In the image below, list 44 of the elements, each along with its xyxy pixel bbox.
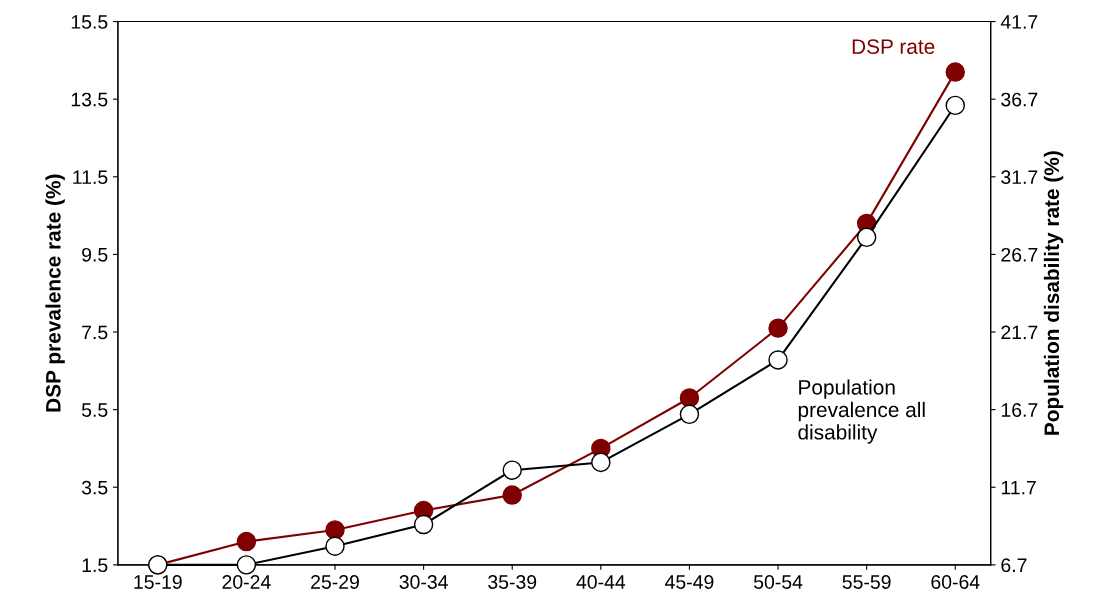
x-tick-label: 55-59	[842, 575, 891, 589]
x-tick-label: 45-49	[665, 575, 714, 589]
x-tick-label: 30-34	[399, 575, 448, 589]
y-tick-label: 3.5	[81, 480, 108, 495]
y-tick-label: 15.5	[71, 15, 108, 29]
point	[236, 555, 257, 575]
point	[502, 460, 522, 480]
point	[325, 520, 345, 540]
y-tick-label: 7.5	[82, 325, 108, 340]
x-tick-label: 60-64	[931, 575, 980, 589]
x-tick-label: 25-29	[311, 575, 359, 589]
x-tick-label: 40-44	[576, 575, 626, 589]
x-tick-label: 20-24	[222, 575, 271, 589]
y-tick-label: 5.5	[81, 403, 108, 417]
point	[591, 452, 611, 473]
y2-axis-title: Population disability rate (%)	[1043, 151, 1064, 435]
point	[679, 388, 700, 408]
y2-tick-label: 36.7	[1001, 92, 1038, 107]
y-tick-label: 1.5	[82, 558, 108, 573]
point	[236, 531, 257, 552]
point	[325, 536, 345, 556]
series-label: Population prevalence all disability	[798, 379, 925, 444]
y2-tick-label: 11.7	[1001, 480, 1036, 495]
y-tick-label: 13.5	[71, 92, 108, 107]
y-tick-label: 9.5	[82, 247, 108, 262]
y2-tick-label: 26.7	[1001, 247, 1038, 262]
point	[856, 227, 877, 248]
point	[768, 318, 788, 338]
y2-tick-label: 41.7	[1000, 15, 1038, 29]
point	[945, 62, 965, 82]
y2-tick-label: 6.7	[1001, 558, 1027, 573]
x-tick-label: 35-39	[488, 575, 537, 589]
series-label: DSP rate	[852, 39, 935, 54]
point	[413, 514, 434, 535]
point	[768, 350, 788, 370]
x-tick-label: 50-54	[753, 575, 803, 589]
y2-tick-label: 31.7	[1001, 170, 1038, 185]
y2-tick-label: 16.7	[1001, 403, 1038, 417]
point	[502, 485, 522, 505]
y-axis-title: DSP prevalence rate (%)	[45, 174, 65, 412]
y2-tick-label: 21.7	[1001, 325, 1038, 340]
y-tick-label: 11.5	[73, 170, 108, 185]
x-tick-label: 15-19	[134, 575, 182, 589]
point	[679, 404, 700, 425]
